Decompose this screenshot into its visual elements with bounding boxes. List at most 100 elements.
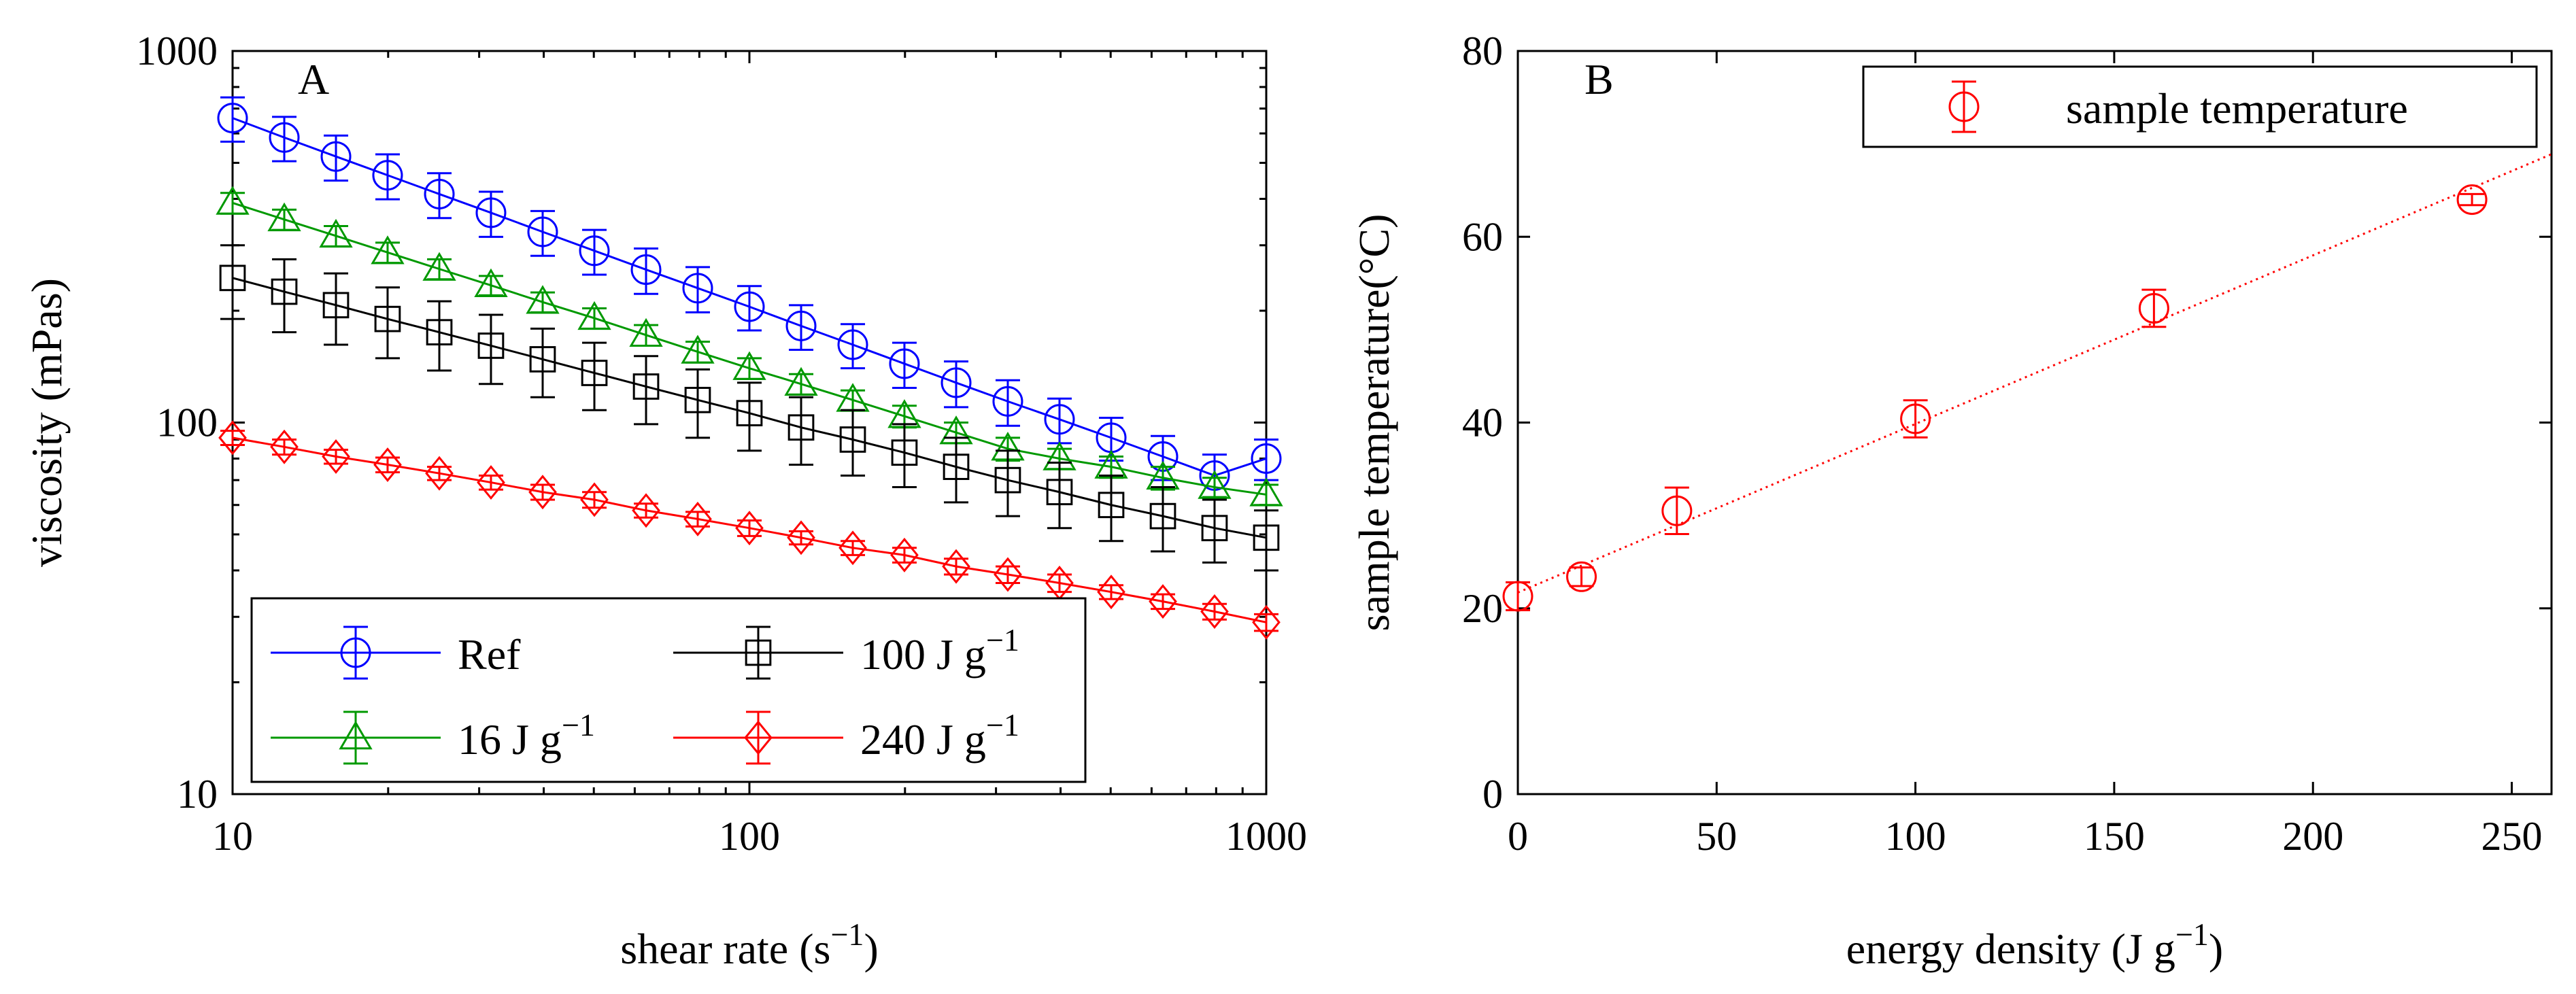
data-point <box>1201 515 1228 542</box>
error-bar <box>530 327 555 398</box>
data-point <box>784 366 818 396</box>
error-bar <box>478 313 503 385</box>
y-tick-label-b: 0 <box>1482 772 1503 817</box>
data-point <box>681 335 715 364</box>
x-axis-label-b: energy density (J g−1) <box>1846 917 2223 973</box>
x-tick-label-b: 250 <box>2481 814 2543 859</box>
data-point <box>629 318 663 347</box>
series-square <box>219 244 1280 572</box>
data-point <box>529 346 556 373</box>
data-point <box>477 465 505 500</box>
data-point <box>1251 443 1282 474</box>
legend-box-a <box>250 597 1087 783</box>
error-bar <box>324 272 349 346</box>
data-point <box>732 351 766 380</box>
legend-label-sup: −1 <box>986 623 1019 657</box>
data-point <box>475 197 507 228</box>
data-point <box>270 429 299 464</box>
data-point <box>1198 470 1232 499</box>
data-point <box>838 530 867 566</box>
series-triangle <box>216 186 1283 507</box>
legend-entry-circle: Ref <box>271 625 521 680</box>
legend-label-sup: −1 <box>986 708 1019 742</box>
data-point <box>579 235 610 267</box>
data-point <box>1566 561 1597 592</box>
data-point <box>630 254 662 286</box>
error-bar <box>1099 474 1124 543</box>
data-point <box>735 511 764 546</box>
error-bar <box>634 355 659 426</box>
legend-marker <box>340 637 371 668</box>
legend-label: Ref <box>458 630 521 679</box>
data-point <box>994 466 1021 494</box>
data-point <box>372 160 403 191</box>
error-bar <box>1202 602 1227 621</box>
error-bar <box>944 558 969 576</box>
data-point <box>216 186 250 215</box>
legend-error-bar <box>343 710 368 765</box>
error-bar <box>1506 581 1530 611</box>
data-point <box>373 447 402 483</box>
y-tick-label-b: 20 <box>1462 586 1503 631</box>
data-point <box>424 178 455 209</box>
legend-entry-triangle: 16 J g−1 <box>271 708 595 765</box>
error-bar <box>789 396 814 466</box>
series-diamond <box>218 420 1281 640</box>
data-point <box>374 305 401 332</box>
x-axis-label-a-end: ) <box>864 925 878 973</box>
data-point <box>994 557 1022 592</box>
error-bar <box>2460 192 2485 207</box>
data-point <box>1502 581 1533 612</box>
legend-error-bar-b <box>1952 80 1976 133</box>
data-point <box>1200 594 1229 629</box>
y-tick-label-b: 40 <box>1462 400 1503 445</box>
trend-line <box>1517 153 2552 594</box>
error-bar <box>737 381 762 452</box>
error-bar <box>841 409 866 477</box>
x-axis-label-b-end: ) <box>2209 925 2223 973</box>
data-point <box>1661 495 1693 526</box>
error-bar <box>1151 486 1176 553</box>
data-point <box>580 482 609 517</box>
legend-marker-b <box>1948 91 1980 122</box>
series-circle <box>217 96 1282 501</box>
data-point <box>1900 403 1931 434</box>
y-tick-label-b: 60 <box>1462 214 1503 259</box>
data-point <box>734 291 765 322</box>
data-point <box>943 453 970 480</box>
error-bar <box>1903 399 1928 439</box>
y-tick-label-b: 80 <box>1462 29 1503 73</box>
data-point <box>2138 292 2169 324</box>
data-point <box>477 332 505 359</box>
error-bar <box>685 368 710 439</box>
data-point <box>889 348 920 379</box>
data-point <box>577 301 611 330</box>
data-point <box>1149 502 1176 530</box>
data-point <box>992 385 1023 417</box>
data-point <box>217 103 248 134</box>
legend-label-main: 16 J g <box>458 715 562 764</box>
legend-label: 240 J g−1 <box>860 708 1019 764</box>
data-point <box>474 268 508 297</box>
legend-label-sup: −1 <box>562 708 595 742</box>
data-point <box>736 400 763 427</box>
legend-entry-diamond: 240 J g−1 <box>673 708 1019 765</box>
data-point <box>320 141 352 172</box>
x-tick-label-b: 100 <box>1885 814 1946 859</box>
data-point <box>319 218 353 248</box>
panel-b: 0 50 100 150 200 250 0 20 40 60 80 energy density (… <box>1350 29 2553 973</box>
error-bar <box>582 341 607 411</box>
x-tick-label-b: 50 <box>1696 814 1737 859</box>
legend-error-bar <box>746 625 770 680</box>
data-point <box>787 414 815 441</box>
y-tick-label-a: 100 <box>156 400 218 445</box>
error-bar <box>427 300 452 372</box>
x-axis-label-b-sup: −1 <box>2175 917 2209 952</box>
error-bar <box>375 286 400 360</box>
x-tick-label-b: 200 <box>2282 814 2343 859</box>
plot-area-b <box>1516 50 2553 795</box>
error-bar <box>1569 566 1594 587</box>
data-point <box>1097 575 1125 610</box>
error-bar <box>220 96 245 143</box>
